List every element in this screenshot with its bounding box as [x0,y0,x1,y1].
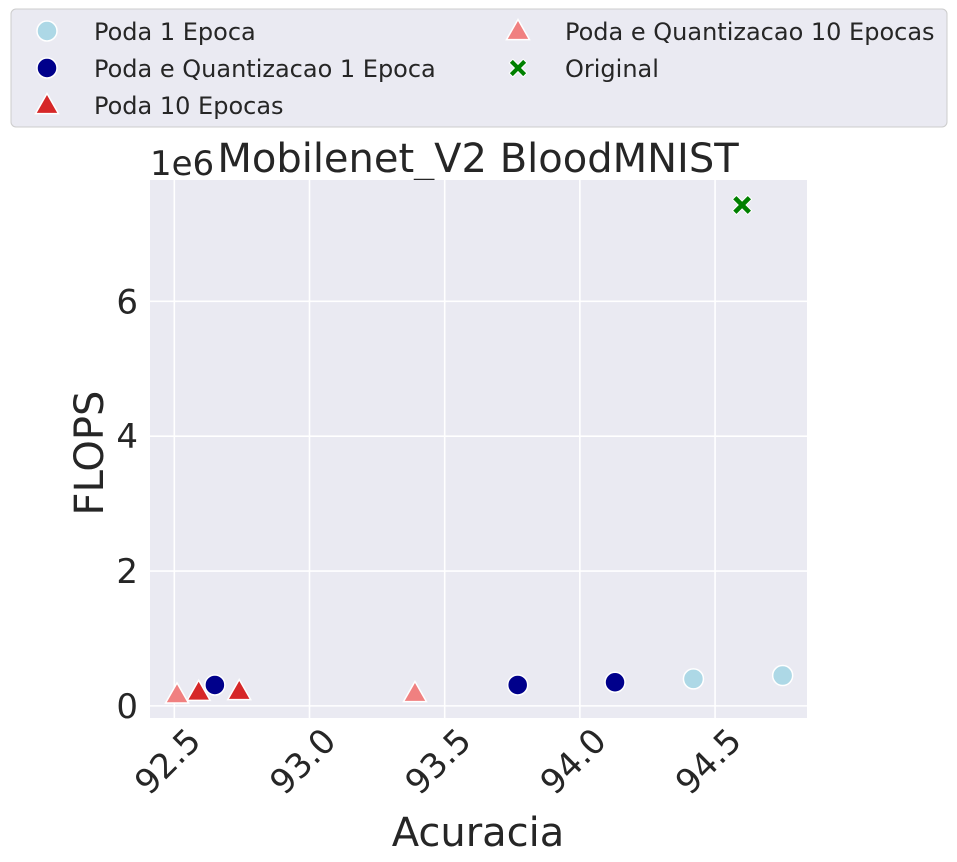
legend-label: Poda 1 Epoca [94,18,256,46]
legend-label: Poda e Quantizacao 10 Epocas [565,18,935,46]
data-point [506,674,529,696]
data-point [185,678,212,702]
data-point [771,664,794,687]
data-point [731,194,753,216]
data-point [164,681,190,704]
chart-title: Mobilenet_V2 BloodMNIST [217,136,739,182]
x-tick-label: 93.0 [262,721,344,803]
data-point [226,678,253,701]
legend-marker [505,17,531,41]
legend-marker [508,58,528,78]
x-tick-label: 94.0 [533,721,615,803]
x-axis-label: Acuracia [392,810,565,856]
legend: Poda 1 Epoca Poda e Quantizacao 1 Epoca Po… [34,17,935,120]
x-tick-labels: 92.5 93.0 93.5 94.0 94.5 [127,721,750,803]
y-tick-label: 2 [116,552,138,592]
legend-label: Poda 10 Epocas [94,92,284,120]
legend-marker [36,57,58,79]
y-offset-label: 1e6 [150,144,214,184]
legend-box [10,8,948,128]
legend-label: Poda e Quantizacao 1 Epoca [94,55,436,83]
x-tick-label: 93.5 [398,721,480,803]
data-points [164,194,794,704]
legend-marker [36,20,58,42]
y-axis-label: FLOPS [67,391,113,516]
x-tick-label: 92.5 [127,721,209,803]
y-tick-label: 4 [116,417,138,457]
y-tick-labels: 0 2 4 6 [116,282,138,727]
data-point [402,680,428,703]
grid [150,180,807,718]
legend-label: Original [565,55,659,83]
plot-area [150,180,807,718]
legend-marker [34,91,60,115]
data-point [204,674,226,696]
y-tick-label: 6 [116,282,138,322]
data-point [604,671,626,694]
y-tick-label: 0 [116,687,138,727]
data-point [682,668,705,690]
x-tick-label: 94.5 [668,721,750,803]
